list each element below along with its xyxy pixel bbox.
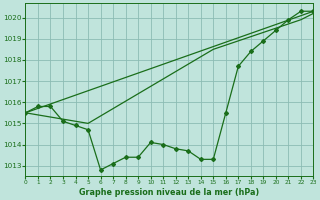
X-axis label: Graphe pression niveau de la mer (hPa): Graphe pression niveau de la mer (hPa) [79,188,260,197]
